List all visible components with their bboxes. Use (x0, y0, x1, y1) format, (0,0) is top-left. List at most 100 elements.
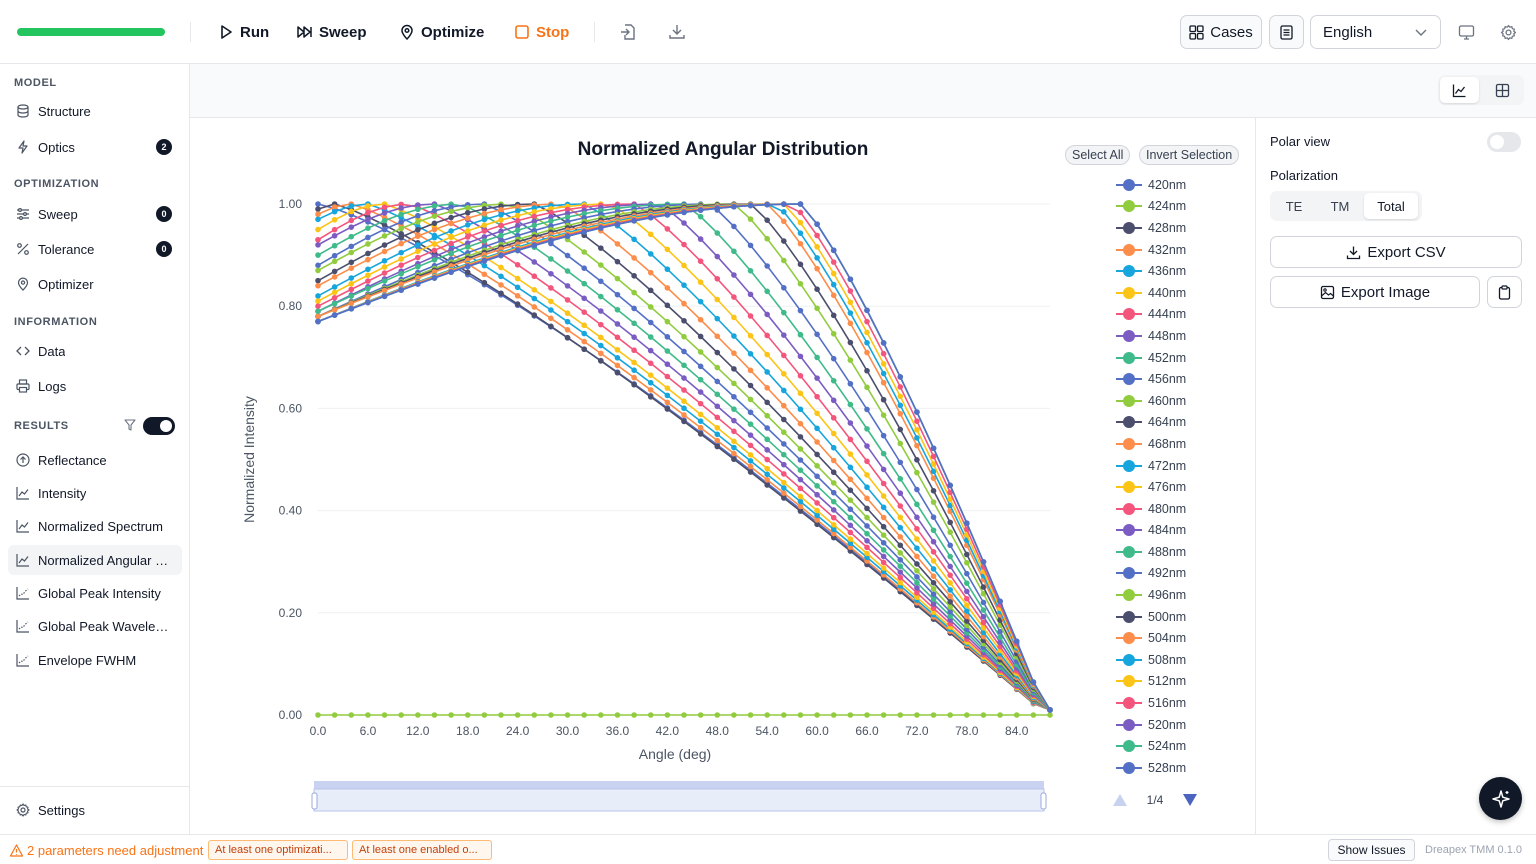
data-point (514, 301, 521, 307)
data-point (830, 430, 837, 437)
select-all-button[interactable]: Select All (1065, 145, 1131, 165)
data-point (1030, 712, 1037, 718)
tab-total[interactable]: Total (1364, 193, 1418, 219)
export-image-button[interactable]: Export Image (1270, 276, 1480, 308)
data-point (481, 216, 488, 223)
legend-swatch (1116, 675, 1142, 688)
sidebar-item-sweep[interactable]: Sweep 0 (8, 199, 182, 229)
chart-view-button[interactable] (1440, 77, 1479, 103)
legend-item[interactable]: 432nm (1116, 239, 1236, 261)
page-up-icon[interactable] (1112, 793, 1128, 807)
optimize-button[interactable]: Optimize (399, 20, 484, 44)
ai-assistant-button[interactable] (1479, 777, 1522, 820)
legend-item[interactable]: 464nm (1116, 412, 1236, 434)
sidebar-item-normalized-angular[interactable]: Normalized Angular Distribution (8, 545, 182, 575)
run-button[interactable]: Run (218, 20, 269, 44)
legend-swatch (1116, 632, 1142, 645)
sidebar-item-structure[interactable]: Structure (8, 96, 182, 126)
data-point (381, 287, 388, 294)
data-point (930, 605, 937, 611)
language-select[interactable]: English (1310, 15, 1441, 49)
legend-item[interactable]: 444nm (1116, 304, 1236, 326)
sidebar-item-global-peak-intensity[interactable]: Global Peak Intensity (8, 578, 182, 608)
data-point (331, 294, 338, 301)
show-issues-button[interactable]: Show Issues (1328, 839, 1415, 861)
sidebar-item-intensity[interactable]: Intensity (8, 478, 182, 508)
filter-icon[interactable] (124, 419, 136, 431)
legend-item[interactable]: 440nm (1116, 282, 1236, 304)
legend-item[interactable]: 516nm (1116, 692, 1236, 714)
sidebar-item-normalized-spectrum[interactable]: Normalized Spectrum (8, 511, 182, 541)
legend-item[interactable]: 476nm (1116, 476, 1236, 498)
data-point (814, 305, 820, 312)
data-point (531, 259, 538, 265)
page-down-icon[interactable] (1182, 793, 1198, 807)
data-point (731, 272, 737, 278)
legend-item[interactable]: 424nm (1116, 196, 1236, 218)
sidebar-item-data[interactable]: Data (8, 336, 182, 366)
data-point (714, 275, 721, 282)
legend-swatch (1116, 286, 1142, 299)
sidebar-item-logs[interactable]: Logs (8, 371, 182, 401)
display-button[interactable] (1456, 22, 1476, 42)
invert-selection-button[interactable]: Invert Selection (1139, 145, 1240, 165)
x-tick-label: 30.0 (556, 724, 580, 738)
polar-view-toggle[interactable] (1487, 132, 1521, 152)
legend-item[interactable]: 488nm (1116, 541, 1236, 563)
data-point (398, 205, 404, 211)
legend-item[interactable]: 520nm (1116, 714, 1236, 736)
tab-te[interactable]: TE (1285, 198, 1303, 214)
sidebar-item-tolerance[interactable]: Tolerance 0 (8, 234, 182, 264)
issue-chip[interactable]: At least one optimizati... (208, 840, 348, 860)
sweep-button[interactable]: Sweep (297, 20, 367, 44)
data-point (714, 431, 721, 438)
legend-item[interactable]: 448nm (1116, 325, 1236, 347)
issue-chip[interactable]: At least one enabled o... (352, 840, 492, 860)
sidebar-item-optimizer[interactable]: Optimizer (8, 269, 182, 299)
copy-clipboard-button[interactable] (1487, 276, 1522, 308)
notes-button[interactable] (1269, 15, 1304, 49)
download-button[interactable] (667, 22, 687, 42)
legend-item[interactable]: 500nm (1116, 606, 1236, 628)
legend-item[interactable]: 496nm (1116, 584, 1236, 606)
legend-item[interactable]: 420nm (1116, 174, 1236, 196)
legend-item[interactable]: 504nm (1116, 627, 1236, 649)
legend-item[interactable]: 480nm (1116, 498, 1236, 520)
legend-item[interactable]: 452nm (1116, 347, 1236, 369)
export-csv-button[interactable]: Export CSV (1270, 236, 1522, 268)
results-toggle[interactable] (143, 417, 175, 435)
settings-gear-button[interactable] (1498, 22, 1518, 42)
legend-item[interactable]: 428nm (1116, 217, 1236, 239)
legend-item[interactable]: 528nm (1116, 757, 1236, 779)
data-point (664, 226, 671, 232)
chart-title: Normalized Angular Distribution (578, 139, 869, 160)
data-point (514, 208, 521, 214)
tab-tm[interactable]: TM (1330, 198, 1350, 214)
parameter-warning[interactable]: 2 parameters need adjustment (10, 843, 203, 858)
cases-button[interactable]: Cases (1180, 15, 1262, 49)
legend-item[interactable]: 460nm (1116, 390, 1236, 412)
legend-item[interactable]: 524nm (1116, 735, 1236, 757)
sidebar-item-settings[interactable]: Settings (8, 795, 182, 825)
data-point (864, 384, 870, 391)
sidebar-item-optics[interactable]: Optics 2 (8, 132, 182, 162)
angular-distribution-chart[interactable]: Normalized Angular Distribution 0.00 0.20 0… (190, 118, 1256, 834)
legend-item[interactable]: 512nm (1116, 671, 1236, 693)
table-view-button[interactable] (1483, 77, 1522, 103)
legend-item[interactable]: 508nm (1116, 649, 1236, 671)
sidebar-item-label: Global Peak Wavelength (38, 618, 174, 634)
data-point (764, 712, 770, 718)
sidebar-item-envelope-fwhm[interactable]: Envelope FWHM (8, 645, 182, 675)
legend-item[interactable]: 456nm (1116, 368, 1236, 390)
import-button[interactable] (618, 22, 638, 42)
data-point (930, 601, 937, 607)
legend-item[interactable]: 436nm (1116, 260, 1236, 282)
stop-button[interactable]: Stop (514, 20, 569, 44)
sidebar-item-reflectance[interactable]: Reflectance (8, 445, 182, 475)
legend-item[interactable]: 472nm (1116, 455, 1236, 477)
sidebar-item-global-peak-wavelength[interactable]: Global Peak Wavelength (8, 611, 182, 641)
legend-item[interactable]: 492nm (1116, 563, 1236, 585)
legend-item[interactable]: 484nm (1116, 520, 1236, 542)
legend-label: 472nm (1148, 458, 1187, 473)
legend-item[interactable]: 468nm (1116, 433, 1236, 455)
